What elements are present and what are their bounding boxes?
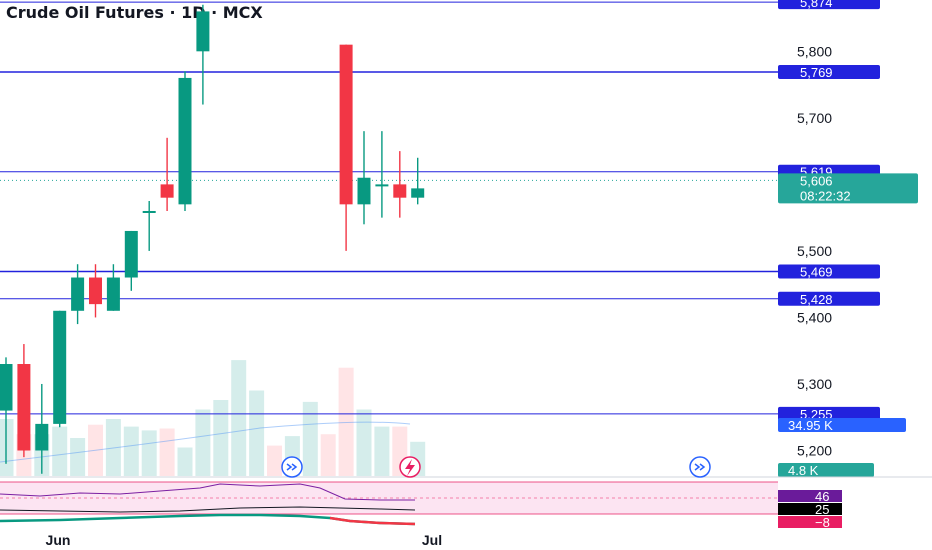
volume-bar — [213, 400, 229, 476]
volume-label-text: 4.8 K — [788, 463, 819, 478]
volume-bar — [52, 426, 68, 476]
candle-body — [106, 277, 120, 311]
candle-body — [89, 277, 102, 305]
y-tick-label: 5,700 — [797, 110, 832, 126]
event-marker-icon-glyph — [694, 463, 706, 471]
indicator-label-text: −8 — [815, 515, 830, 530]
last-price-bg — [778, 173, 918, 204]
volume-bar — [123, 426, 139, 476]
level-price-label: 5,769 — [778, 64, 880, 80]
indicator-label-bg — [778, 490, 842, 502]
level-label-text: 5,874 — [800, 0, 833, 10]
level-price-label: 5,428 — [778, 291, 880, 307]
level-label-text: 5,428 — [800, 292, 833, 307]
volume-bar — [141, 430, 157, 476]
candle-body — [35, 423, 49, 451]
y-tick-label: 5,800 — [797, 43, 832, 59]
volume-bar — [0, 419, 14, 476]
level-label-bg — [778, 64, 880, 79]
candle-body — [375, 184, 389, 187]
indicator-label-bg — [778, 503, 842, 515]
y-tick-label: 5,200 — [797, 443, 832, 459]
level-label-bg — [778, 406, 880, 421]
candle-body — [357, 177, 371, 205]
candle-body — [178, 77, 192, 205]
countdown-text: 08:22:32 — [800, 188, 851, 203]
indicator-label-text: 46 — [815, 489, 829, 504]
candle-body — [124, 230, 138, 278]
indicator-line-1 — [0, 483, 415, 501]
y-tick-label: 5,300 — [797, 376, 832, 392]
event-marker-icon[interactable] — [689, 456, 711, 478]
level-label-bg — [778, 264, 880, 279]
indicator-line-3 — [0, 513, 416, 526]
volume-bar — [177, 447, 193, 476]
y-tick-label: 5,500 — [797, 243, 832, 259]
volume-bar — [320, 434, 336, 476]
candle-body — [53, 310, 67, 424]
candle-body — [0, 364, 13, 411]
x-tick-label: Jun — [46, 532, 71, 548]
event-marker-icon-glyph — [286, 463, 298, 471]
candle-body — [142, 210, 156, 213]
volume-label-bg — [778, 418, 906, 432]
candle-body — [160, 184, 174, 198]
candle-body — [411, 188, 425, 198]
indicator-line-3-neg — [329, 516, 416, 526]
volume-bar — [249, 390, 265, 476]
lightning-glyph — [405, 459, 415, 476]
indicator-label-bg — [778, 516, 842, 528]
level-label-text: 5,769 — [800, 65, 833, 80]
volume-bar — [231, 360, 247, 476]
event-marker-icon[interactable] — [281, 456, 303, 478]
candle-body — [17, 364, 31, 451]
volume-bar — [105, 419, 121, 476]
volume-bar — [70, 438, 86, 476]
volume-bar — [356, 409, 372, 476]
x-tick-label: Jul — [422, 532, 442, 548]
volume-label-text: 34.95 K — [788, 418, 833, 433]
volume-bar — [302, 401, 318, 476]
level-label-bg — [778, 0, 880, 10]
indicator-line-2 — [0, 506, 416, 513]
level-label-text: 5,469 — [800, 265, 833, 280]
volume-bar — [374, 426, 390, 476]
indicator-label-text: 25 — [815, 502, 829, 517]
level-price-label: 5,874 — [778, 0, 880, 10]
volume-ma-line — [0, 421, 411, 463]
volume-bar — [195, 409, 211, 476]
candle-body — [196, 11, 210, 52]
level-price-label: 5,469 — [778, 264, 880, 280]
candle-body — [71, 277, 85, 311]
candle-body — [339, 44, 353, 205]
lightning-icon[interactable] — [399, 456, 421, 478]
volume-bar — [338, 367, 354, 476]
volume-label-bg — [778, 463, 874, 477]
candle-body — [393, 184, 407, 198]
volume-bar — [267, 445, 282, 476]
volume-bar — [159, 428, 175, 476]
last-price-text: 5,606 — [800, 173, 833, 188]
y-tick-label: 5,400 — [797, 309, 832, 325]
level-label-bg — [778, 291, 880, 306]
